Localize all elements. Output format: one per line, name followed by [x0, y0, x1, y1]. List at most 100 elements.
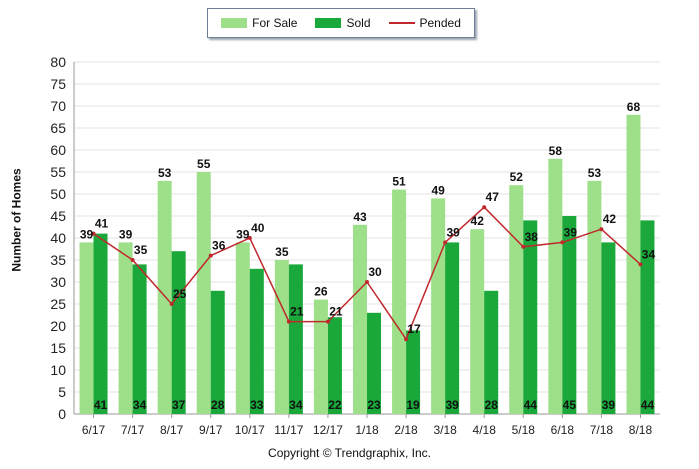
legend-swatch-sold: [315, 18, 342, 28]
bar-sold: [132, 264, 147, 414]
data-label-pended: 17: [407, 322, 421, 336]
x-tick-label: 2/18: [394, 423, 418, 437]
bar-sold: [640, 220, 655, 414]
data-label-for-sale: 55: [197, 157, 211, 171]
bar-for-sale: [274, 260, 289, 414]
pended-point: [638, 262, 643, 267]
data-label-sold: 39: [445, 398, 459, 412]
bar-for-sale: [157, 180, 172, 414]
data-label-pended: 21: [290, 305, 304, 319]
bar-for-sale: [587, 180, 602, 414]
y-tick-label: 45: [50, 208, 66, 224]
data-label-pended: 38: [525, 230, 539, 244]
data-label-sold: 33: [250, 398, 264, 412]
legend-label-for-sale: For Sale: [252, 16, 298, 30]
data-label-pended: 41: [95, 217, 109, 231]
data-label-sold: 34: [289, 398, 303, 412]
x-tick-label: 8/17: [160, 423, 184, 437]
data-label-sold: 28: [211, 398, 225, 412]
y-tick-label: 50: [50, 186, 66, 202]
bar-sold: [367, 312, 381, 414]
pended-point: [208, 253, 213, 258]
data-label-sold: 34: [133, 398, 147, 412]
x-tick-label: 12/17: [313, 423, 343, 437]
data-label-sold: 22: [328, 398, 342, 412]
bar-for-sale: [626, 114, 641, 415]
legend-item-sold: Sold: [315, 16, 371, 30]
y-tick-label: 0: [58, 406, 66, 422]
data-label-for-sale: 52: [510, 170, 524, 184]
legend-item-pended: Pended: [388, 16, 461, 30]
data-label-for-sale: 26: [314, 285, 328, 299]
legend-swatch-for-sale: [221, 18, 248, 28]
data-label-sold: 44: [641, 398, 655, 412]
y-tick-label: 70: [50, 98, 66, 114]
bar-for-sale: [470, 229, 485, 414]
data-label-pended: 42: [603, 212, 617, 226]
x-tick-label: 4/18: [473, 423, 497, 437]
x-tick-label: 10/17: [235, 423, 265, 437]
x-tick-label: 5/18: [512, 423, 536, 437]
x-tick-label: 7/17: [121, 423, 145, 437]
pended-point: [599, 227, 604, 232]
pended-point: [325, 319, 330, 324]
bar-sold: [562, 216, 577, 414]
pended-point: [443, 240, 448, 245]
x-tick-label: 7/18: [590, 423, 614, 437]
y-tick-label: 65: [50, 120, 66, 136]
data-label-for-sale: 35: [275, 245, 289, 259]
data-label-for-sale: 51: [392, 175, 406, 189]
data-label-pended: 30: [368, 265, 382, 279]
pended-point: [247, 236, 252, 240]
data-label-sold: 45: [563, 398, 577, 412]
pended-point: [130, 258, 135, 262]
bar-sold: [210, 290, 225, 414]
data-label-pended: 25: [173, 287, 187, 301]
pended-point: [404, 337, 409, 342]
bar-for-sale: [118, 242, 133, 414]
data-label-for-sale: 42: [471, 214, 485, 228]
pended-point: [91, 231, 96, 236]
data-label-for-sale: 43: [353, 210, 367, 224]
bar-for-sale: [548, 158, 563, 414]
legend-label-pended: Pended: [419, 16, 461, 30]
data-label-pended: 40: [251, 221, 265, 235]
pended-point: [560, 240, 565, 245]
data-label-sold: 37: [172, 398, 186, 412]
legend-item-for-sale: For Sale: [221, 16, 297, 30]
x-tick-label: 6/18: [551, 423, 575, 437]
bar-sold: [249, 268, 264, 414]
data-label-sold: 19: [406, 398, 420, 412]
data-label-pended: 47: [486, 190, 500, 204]
data-label-pended: 39: [446, 225, 460, 239]
bar-for-sale: [196, 172, 211, 414]
data-label-for-sale: 49: [431, 183, 445, 197]
bar-sold: [406, 330, 421, 414]
data-label-for-sale: 68: [627, 100, 641, 114]
data-label-for-sale: 53: [158, 166, 172, 180]
y-tick-label: 75: [50, 76, 66, 92]
y-tick-label: 35: [50, 252, 66, 268]
pended-point: [521, 244, 526, 249]
y-tick-label: 55: [50, 164, 66, 180]
data-label-pended: 39: [564, 225, 578, 239]
bar-for-sale: [509, 185, 524, 414]
x-tick-label: 9/17: [199, 423, 223, 437]
bar-sold: [445, 242, 460, 414]
y-tick-label: 40: [50, 230, 66, 246]
data-label-for-sale: 39: [80, 227, 94, 241]
bar-for-sale: [79, 242, 94, 414]
data-label-pended: 34: [642, 247, 656, 261]
bar-sold: [601, 242, 616, 414]
bar-for-sale: [392, 189, 407, 414]
bar-for-sale: [353, 224, 367, 414]
x-tick-label: 8/18: [629, 423, 653, 437]
data-label-sold: 41: [94, 398, 108, 412]
data-label-pended: 21: [329, 305, 343, 319]
data-label-sold: 23: [367, 398, 381, 412]
data-label-pended: 35: [134, 243, 148, 257]
bar-sold: [93, 233, 108, 414]
y-tick-label: 25: [50, 296, 66, 312]
bar-sold: [327, 317, 342, 414]
